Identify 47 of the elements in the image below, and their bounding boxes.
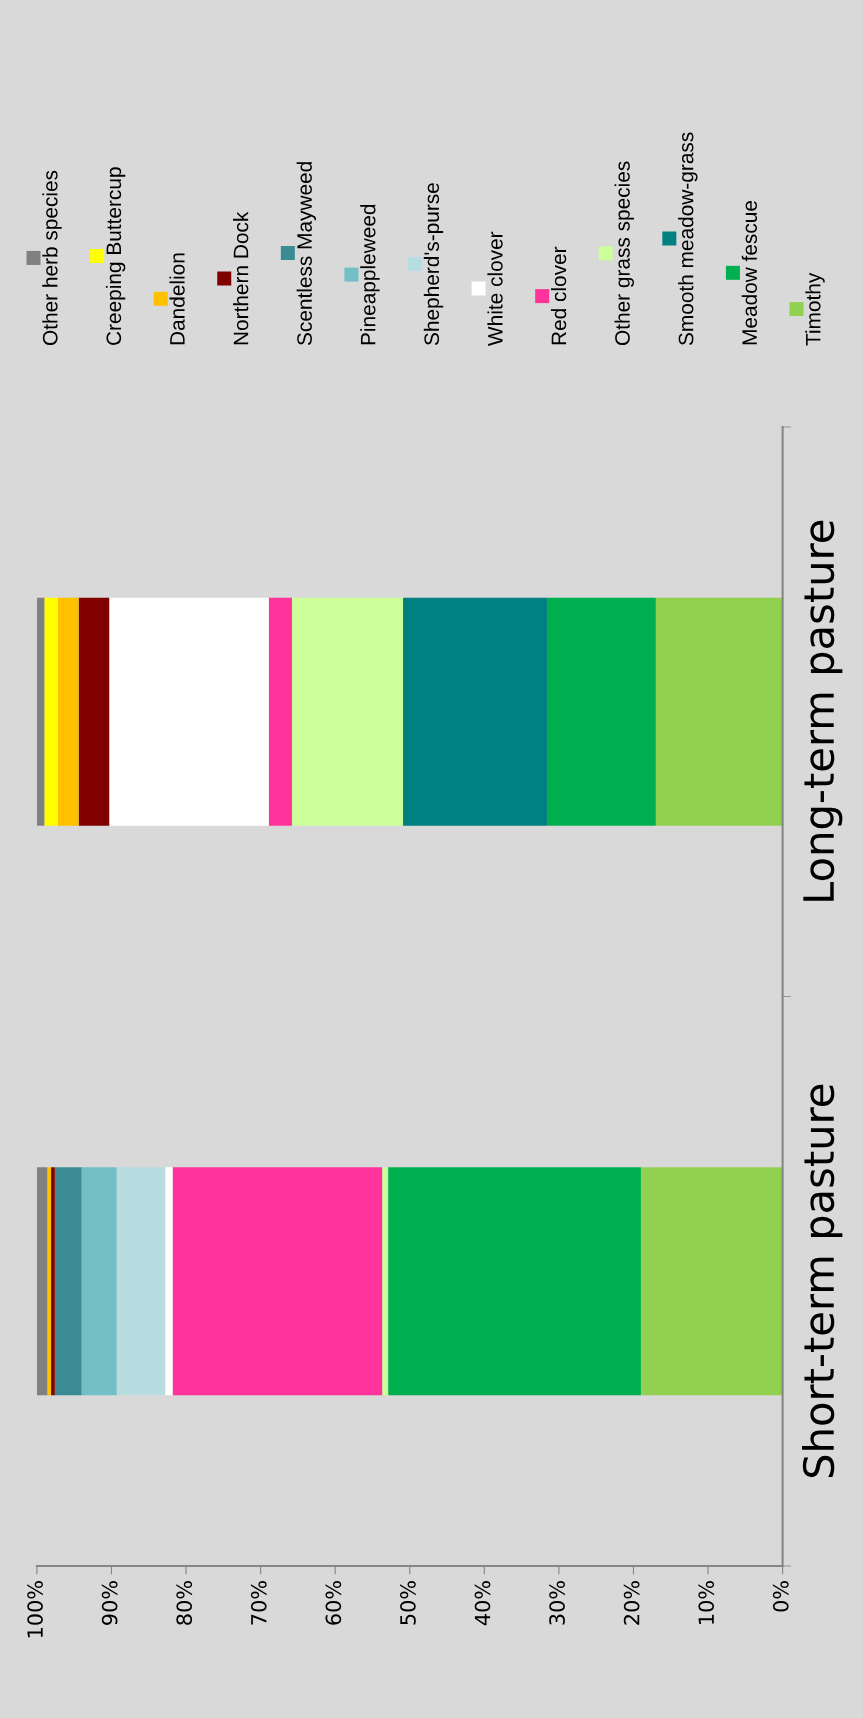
legend-label: Shepherd's-purse bbox=[423, 183, 444, 346]
bar bbox=[57, 597, 79, 826]
bar bbox=[47, 1167, 52, 1396]
bar bbox=[172, 1167, 383, 1396]
legend-label: Dandelion bbox=[169, 253, 185, 345]
legend-label: Northern Dock bbox=[233, 211, 249, 345]
x-tick-label: 50% bbox=[400, 1581, 416, 1625]
x-tick-label: 0% bbox=[772, 1581, 789, 1612]
legend-label: Red clover bbox=[550, 246, 567, 345]
x-tick-label: 40% bbox=[474, 1581, 491, 1626]
bar bbox=[165, 1167, 173, 1396]
x-tick-label: 60% bbox=[325, 1581, 342, 1625]
bar bbox=[388, 1167, 641, 1396]
bar bbox=[268, 597, 292, 826]
legend-label: Meadow fescue bbox=[741, 201, 758, 345]
y-tick-label: Short-term pasture bbox=[802, 1084, 843, 1478]
bar bbox=[44, 597, 58, 826]
x-tick-label: 100% bbox=[27, 1581, 43, 1638]
legend-label: Creeping Buttercup bbox=[105, 167, 126, 345]
bar bbox=[640, 1167, 783, 1396]
legend-label: Scentless Mayweed bbox=[296, 162, 317, 346]
bar bbox=[109, 597, 269, 826]
bar bbox=[546, 597, 656, 826]
y-tick-label: Long-term pasture bbox=[803, 520, 843, 901]
bar bbox=[403, 597, 547, 826]
x-tick-label: 70% bbox=[250, 1581, 267, 1625]
bar bbox=[116, 1167, 166, 1396]
x-tick-label: 30% bbox=[549, 1581, 565, 1625]
x-tick-label: 80% bbox=[176, 1581, 193, 1625]
legend-label: Other herb species bbox=[42, 170, 62, 346]
legend-label: Pineappleweed bbox=[360, 204, 380, 345]
legend-label: Smooth meadow-grass bbox=[678, 132, 698, 346]
legend-label: Timothy bbox=[805, 272, 825, 346]
bar bbox=[81, 1167, 117, 1396]
bar bbox=[291, 597, 404, 826]
bar bbox=[655, 597, 783, 826]
legend-label: White clover bbox=[487, 231, 503, 346]
x-tick-label: 20% bbox=[623, 1581, 640, 1625]
legend-label: Other grass species bbox=[614, 161, 634, 346]
bar bbox=[78, 597, 110, 826]
x-tick-label: 90% bbox=[101, 1581, 118, 1625]
bar bbox=[54, 1167, 82, 1396]
x-tick-label: 10% bbox=[698, 1581, 715, 1624]
bar bbox=[382, 1167, 389, 1396]
bar bbox=[51, 1167, 55, 1396]
bar bbox=[36, 597, 45, 826]
bar bbox=[36, 1167, 48, 1396]
